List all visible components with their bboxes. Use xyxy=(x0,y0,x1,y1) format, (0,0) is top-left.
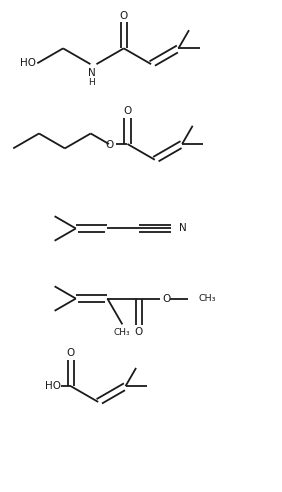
Text: O: O xyxy=(123,106,132,116)
Text: N: N xyxy=(179,223,186,234)
Text: HO: HO xyxy=(45,381,61,391)
Text: O: O xyxy=(105,140,114,150)
Text: O: O xyxy=(67,348,75,358)
Text: H: H xyxy=(89,78,95,87)
Text: O: O xyxy=(162,294,171,304)
Text: N: N xyxy=(88,68,96,78)
Text: HO: HO xyxy=(20,58,36,68)
Text: CH₃: CH₃ xyxy=(199,294,216,303)
Text: CH₃: CH₃ xyxy=(113,328,130,337)
Text: O: O xyxy=(135,327,143,338)
Text: O: O xyxy=(120,11,128,21)
